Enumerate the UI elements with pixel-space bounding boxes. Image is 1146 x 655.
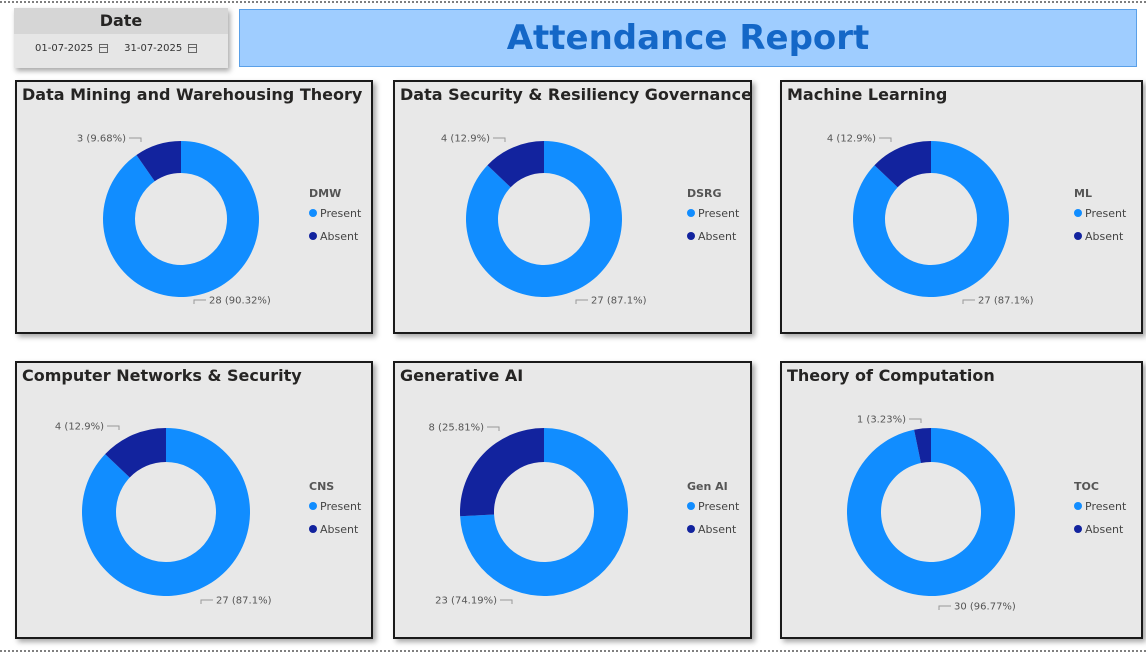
legend-present-marker[interactable] — [1074, 502, 1082, 510]
chart-title: Machine Learning — [787, 85, 948, 104]
legend-present-marker[interactable] — [687, 502, 695, 510]
present-slice[interactable] — [466, 141, 622, 297]
absent-slice[interactable] — [874, 141, 931, 188]
present-slice[interactable] — [460, 428, 628, 596]
chart-title: Computer Networks & Security — [22, 366, 302, 385]
legend-absent-marker[interactable] — [309, 232, 317, 240]
legend-title: Gen AI — [687, 480, 728, 493]
legend-present-label[interactable]: Present — [1085, 207, 1127, 220]
legend-present-marker[interactable] — [1074, 209, 1082, 217]
legend-absent-marker[interactable] — [1074, 525, 1082, 533]
absent-slice[interactable] — [136, 141, 181, 182]
present-data-label: 27 (87.1%) — [216, 596, 272, 607]
legend-absent-marker[interactable] — [687, 232, 695, 240]
legend-absent-label[interactable]: Absent — [698, 230, 737, 243]
donut-chart: 4 (12.9%) 27 (87.1%) ML Present Absent — [827, 134, 1127, 307]
legend-present-marker[interactable] — [687, 209, 695, 217]
present-data-label: 23 (74.19%) — [435, 596, 497, 607]
legend-absent-marker[interactable] — [687, 525, 695, 533]
legend-absent-label[interactable]: Absent — [1085, 523, 1124, 536]
date-slicer[interactable]: Date 01-07-2025 31-07-2025 — [14, 8, 228, 68]
donut-chart: 3 (9.68%) 28 (90.32%) DMW Present Absent — [77, 134, 362, 307]
legend-present-marker[interactable] — [309, 502, 317, 510]
start-date-field[interactable]: 01-07-2025 — [35, 43, 109, 54]
donut-chart-panel[interactable]: Generative AI 8 (25.81%) 23 (74.19%) Gen AI… — [393, 361, 752, 639]
legend-absent-marker[interactable] — [1074, 232, 1082, 240]
present-data-label-leader-line — [575, 299, 588, 304]
absent-data-label-leader-line — [879, 137, 892, 142]
absent-slice[interactable] — [914, 428, 931, 464]
legend-title: DSRG — [687, 187, 722, 200]
absent-data-label: 4 (12.9%) — [55, 422, 104, 433]
donut-chart: 4 (12.9%) 27 (87.1%) CNS Present Absent — [55, 422, 362, 607]
legend-present-label[interactable]: Present — [1085, 500, 1127, 513]
present-slice[interactable] — [853, 141, 1009, 297]
present-data-label: 27 (87.1%) — [978, 296, 1034, 307]
absent-slice[interactable] — [487, 141, 544, 188]
donut-chart: 1 (3.23%) 30 (96.77%) TOC Present Absent — [847, 415, 1127, 613]
present-data-label: 28 (90.32%) — [209, 296, 271, 307]
bottom-dotted-border — [0, 650, 1146, 652]
legend-title: ML — [1074, 187, 1092, 200]
present-data-label-leader-line — [938, 605, 951, 610]
present-data-label-leader-line — [500, 599, 513, 604]
legend-title: TOC — [1074, 480, 1099, 493]
absent-data-label: 4 (12.9%) — [441, 134, 490, 145]
chart-title: Data Mining and Warehousing Theory — [22, 85, 363, 104]
legend-absent-label[interactable]: Absent — [698, 523, 737, 536]
present-data-label-leader-line — [962, 299, 975, 304]
absent-data-label-leader-line — [107, 425, 120, 430]
present-data-label: 27 (87.1%) — [591, 296, 647, 307]
legend-absent-label[interactable]: Absent — [320, 230, 359, 243]
start-date-value: 01-07-2025 — [35, 43, 94, 54]
legend-present-label[interactable]: Present — [698, 500, 740, 513]
chart-title: Generative AI — [400, 366, 524, 385]
donut-chart: 8 (25.81%) 23 (74.19%) Gen AI Present Absent — [429, 423, 740, 607]
legend-present-marker[interactable] — [309, 209, 317, 217]
calendar-icon[interactable] — [188, 44, 198, 53]
end-date-field[interactable]: 31-07-2025 — [124, 43, 198, 54]
donut-chart-panel[interactable]: Data Mining and Warehousing Theory 3 (9.6… — [15, 80, 373, 334]
absent-slice[interactable] — [105, 428, 166, 478]
legend-present-label[interactable]: Present — [698, 207, 740, 220]
present-slice[interactable] — [847, 428, 1015, 596]
present-data-label-leader-line — [193, 299, 206, 304]
top-dotted-border — [0, 1, 1146, 3]
legend-title: CNS — [309, 480, 334, 493]
donut-chart-panel[interactable]: Theory of Computation 1 (3.23%) 30 (96.77%… — [780, 361, 1143, 639]
chart-title: Theory of Computation — [787, 366, 995, 385]
legend-absent-label[interactable]: Absent — [320, 523, 359, 536]
chart-title: Data Security & Resiliency Governance — [400, 85, 752, 104]
absent-data-label-leader-line — [487, 426, 500, 431]
absent-data-label-leader-line — [129, 137, 142, 142]
legend-absent-marker[interactable] — [309, 525, 317, 533]
calendar-icon[interactable] — [99, 44, 109, 53]
donut-chart-panel[interactable]: Computer Networks & Security 4 (12.9%) 27 … — [15, 361, 373, 639]
donut-chart-panel[interactable]: Data Security & Resiliency Governance 4 (… — [393, 80, 752, 334]
report-title: Attendance Report — [506, 18, 870, 58]
absent-data-label-leader-line — [909, 418, 922, 423]
donut-chart-panel[interactable]: Machine Learning 4 (12.9%) 27 (87.1%) ML Pre… — [780, 80, 1143, 334]
date-slicer-title: Date — [14, 8, 228, 34]
end-date-value: 31-07-2025 — [124, 43, 183, 54]
absent-data-label-leader-line — [493, 137, 506, 142]
present-data-label: 30 (96.77%) — [954, 602, 1016, 613]
present-slice[interactable] — [103, 141, 260, 297]
legend-absent-label[interactable]: Absent — [1085, 230, 1124, 243]
legend-title: DMW — [309, 187, 341, 200]
absent-data-label: 1 (3.23%) — [857, 415, 906, 426]
present-data-label-leader-line — [200, 599, 213, 604]
present-slice[interactable] — [82, 428, 250, 596]
absent-data-label: 4 (12.9%) — [827, 134, 876, 145]
legend-present-label[interactable]: Present — [320, 207, 362, 220]
absent-data-label: 8 (25.81%) — [429, 423, 485, 434]
absent-slice[interactable] — [460, 428, 544, 517]
report-title-banner: Attendance Report — [239, 9, 1137, 67]
legend-present-label[interactable]: Present — [320, 500, 362, 513]
absent-data-label: 3 (9.68%) — [77, 134, 126, 145]
donut-chart: 4 (12.9%) 27 (87.1%) DSRG Present Absent — [441, 134, 740, 307]
